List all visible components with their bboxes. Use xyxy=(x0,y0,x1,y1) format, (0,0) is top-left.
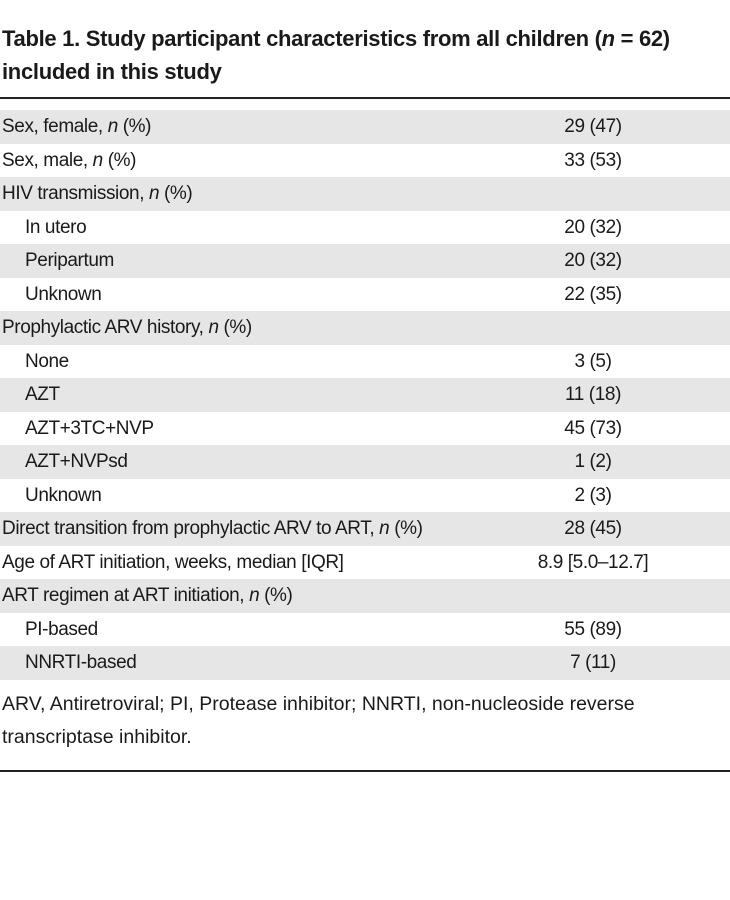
row-label: Sex, male, n (%) xyxy=(2,144,136,178)
row-value: 20 (32) xyxy=(564,250,622,271)
italic-text: n xyxy=(92,149,104,171)
text: ART regimen at ART initiation, xyxy=(2,585,250,606)
row-label: Unknown xyxy=(25,278,102,312)
row-value: 11 (18) xyxy=(565,384,621,405)
row-label: Direct transition from prophylactic ARV … xyxy=(2,512,423,546)
italic-text: n xyxy=(208,317,219,338)
text: None xyxy=(25,350,69,372)
table-row: Age of ART initiation, weeks, median [IQ… xyxy=(0,546,730,580)
row-value: 7 (11) xyxy=(570,652,616,673)
text: Sex, male, xyxy=(2,149,93,171)
row-label: Peripartum xyxy=(25,244,114,278)
table-row: Unknown 22 (35) xyxy=(0,278,730,312)
row-value: 8.9 [5.0–12.7] xyxy=(537,551,649,573)
table-row: AZT+NVPsd 1 (2) xyxy=(0,445,730,479)
row-label: None xyxy=(25,345,69,379)
table-row: Sex, female, n (%) 29 (47) xyxy=(0,110,730,144)
row-label: ART regimen at ART initiation, n (%) xyxy=(2,579,293,613)
row-label: AZT+NVPsd xyxy=(25,445,128,479)
table-row: AZT+3TC+NVP 45 (73) xyxy=(0,412,730,446)
table-row: Unknown 2 (3) xyxy=(0,479,730,513)
italic-text: n xyxy=(148,183,160,204)
text: AZT+NVPsd xyxy=(25,451,128,472)
table-row: Sex, male, n (%) 33 (53) xyxy=(0,144,730,178)
table-row: Prophylactic ARV history, n (%) xyxy=(0,311,730,345)
text: Age of ART initiation, weeks, median [IQ… xyxy=(2,551,344,573)
text: AZT+3TC+NVP xyxy=(25,417,154,439)
text: Direct transition from prophylactic ARV … xyxy=(2,518,380,539)
row-value: 2 (3) xyxy=(574,484,612,506)
rule xyxy=(0,770,730,772)
italic-text: n xyxy=(379,518,390,539)
row-value: 1 (2) xyxy=(574,451,612,472)
italic-text: n xyxy=(107,116,119,137)
text: (%) xyxy=(117,116,152,137)
text: Sex, female, xyxy=(2,116,108,137)
row-label: In utero xyxy=(25,211,87,245)
row-label: Sex, female, n (%) xyxy=(2,110,151,144)
table: Sex, female, n (%) 29 (47) Sex, male, n (%… xyxy=(0,110,730,680)
row-label: AZT xyxy=(25,378,60,412)
text: Peripartum xyxy=(25,250,114,271)
row-label: NNRTI-based xyxy=(25,646,137,680)
table-row: Peripartum 20 (32) xyxy=(0,244,730,278)
row-label: PI-based xyxy=(25,613,98,647)
text: (%) xyxy=(259,585,293,606)
row-value: 28 (45) xyxy=(564,518,622,539)
text: (%) xyxy=(389,518,423,539)
row-label: Unknown xyxy=(25,479,102,513)
table-row: PI-based 55 (89) xyxy=(0,613,730,647)
table-row: None 3 (5) xyxy=(0,345,730,379)
text: Unknown xyxy=(25,283,102,305)
text: (%) xyxy=(218,317,252,338)
row-label: Prophylactic ARV history, n (%) xyxy=(2,311,252,345)
text: = 62) included in this study xyxy=(2,26,670,84)
text: (%) xyxy=(159,183,193,204)
row-label: AZT+3TC+NVP xyxy=(25,412,154,446)
text: Unknown xyxy=(25,484,102,506)
row-label: Age of ART initiation, weeks, median [IQ… xyxy=(2,546,344,580)
row-value: 22 (35) xyxy=(564,283,622,305)
row-value: 20 (32) xyxy=(564,216,622,238)
table-row: AZT 11 (18) xyxy=(0,378,730,412)
text: AZT xyxy=(25,384,60,405)
row-value: 33 (53) xyxy=(564,149,622,171)
row-value: 45 (73) xyxy=(564,417,622,439)
row-value: 29 (47) xyxy=(564,116,622,137)
table-row: In utero 20 (32) xyxy=(0,211,730,245)
row-label: HIV transmission, n (%) xyxy=(2,177,193,211)
text: HIV transmission, xyxy=(2,183,149,204)
table-row: ART regimen at ART initiation, n (%) xyxy=(0,579,730,613)
row-value: 3 (5) xyxy=(574,350,612,372)
row-value: 55 (89) xyxy=(564,618,622,640)
table-title: Table 1. Study participant characteristi… xyxy=(2,22,722,88)
footnote: ARV, Antiretroviral; PI, Protease inhibi… xyxy=(2,693,635,748)
text: PI-based xyxy=(25,618,98,640)
text: Table 1. Study participant characteristi… xyxy=(2,26,602,51)
table-row: HIV transmission, n (%) xyxy=(0,177,730,211)
text: (%) xyxy=(102,149,137,171)
text: In utero xyxy=(25,216,87,238)
italic-text: n xyxy=(249,585,260,606)
rule xyxy=(0,97,730,99)
text: Prophylactic ARV history, xyxy=(2,317,209,338)
table-row: NNRTI-based 7 (11) xyxy=(0,646,730,680)
text: NNRTI-based xyxy=(25,652,137,673)
table-row: Direct transition from prophylactic ARV … xyxy=(0,512,730,546)
italic-text: n xyxy=(601,26,615,51)
